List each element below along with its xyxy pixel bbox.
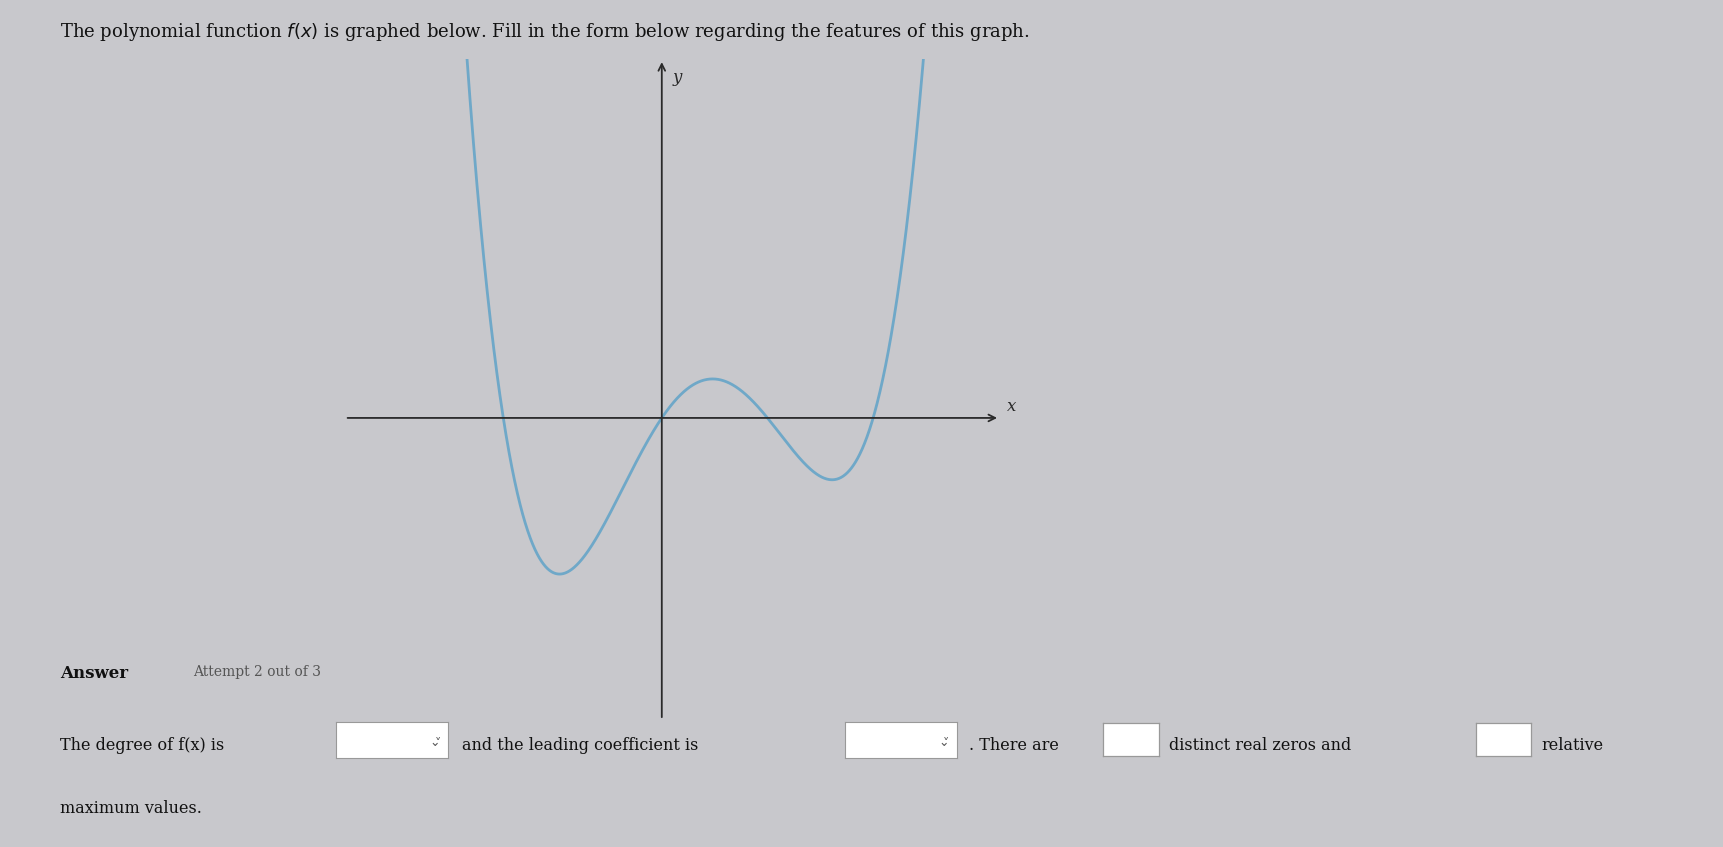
Text: Answer: Answer bbox=[60, 665, 129, 682]
Text: and the leading coefficient is: and the leading coefficient is bbox=[462, 737, 698, 754]
Text: ⌄: ⌄ bbox=[937, 735, 948, 749]
Text: ⌄: ⌄ bbox=[429, 735, 439, 749]
Text: x: x bbox=[1006, 398, 1017, 415]
Text: Attempt 2 out of 3: Attempt 2 out of 3 bbox=[193, 665, 320, 679]
Text: relative: relative bbox=[1540, 737, 1602, 754]
Text: ˅: ˅ bbox=[942, 737, 949, 750]
Text: . There are: . There are bbox=[968, 737, 1058, 754]
Text: maximum values.: maximum values. bbox=[60, 800, 202, 817]
Text: y: y bbox=[672, 69, 681, 86]
Text: ˅: ˅ bbox=[434, 737, 441, 750]
Text: The degree of f(x) is: The degree of f(x) is bbox=[60, 737, 224, 754]
Text: distinct real zeros and: distinct real zeros and bbox=[1168, 737, 1351, 754]
Text: The polynomial function $f(x)$ is graphed below. Fill in the form below regardin: The polynomial function $f(x)$ is graphe… bbox=[60, 21, 1029, 43]
